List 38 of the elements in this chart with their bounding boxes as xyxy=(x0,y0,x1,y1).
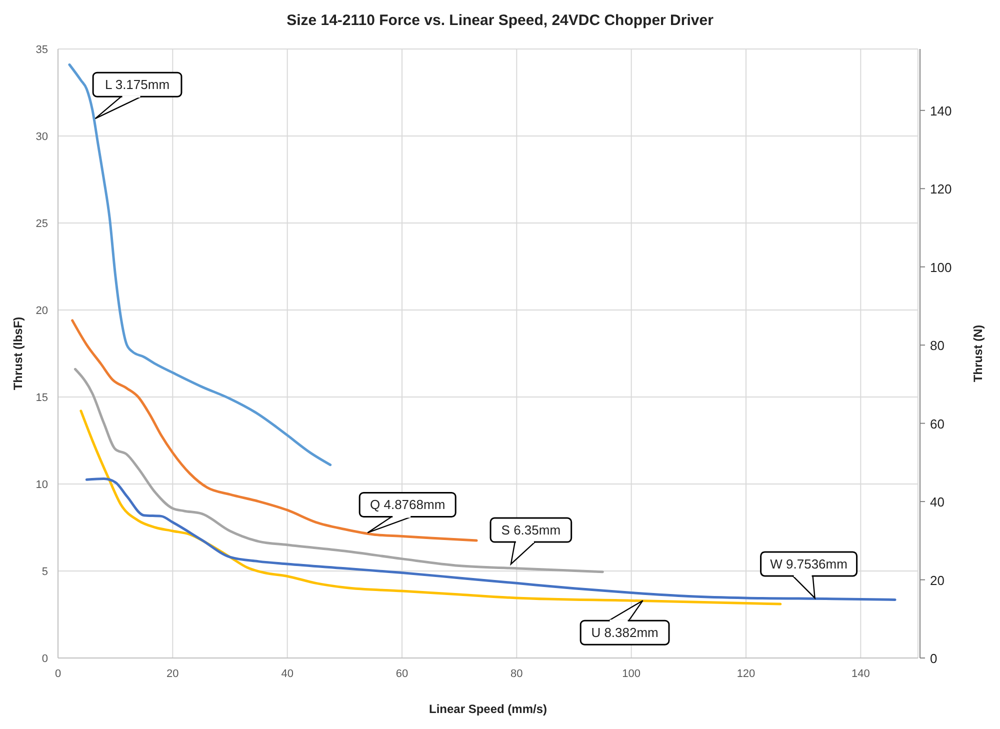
x-tick-label: 0 xyxy=(54,668,62,680)
x-tick-label: 100 xyxy=(622,668,641,680)
y2-tick-label: 100 xyxy=(930,260,952,275)
chart-title: Size 14-2110 Force vs. Linear Speed, 24VDC Chopper Driver xyxy=(286,12,714,29)
annotation: L 3.175mm xyxy=(104,77,170,92)
annotation: Q 4.8768mm xyxy=(370,497,446,512)
x-tick-label: 140 xyxy=(851,668,870,680)
y2-tick-label: 140 xyxy=(930,103,952,118)
annotation: W 9.7536mm xyxy=(770,556,848,572)
x-tick-label: 80 xyxy=(510,668,523,680)
y2-tick-label: 80 xyxy=(930,338,944,354)
y-tick-label: 20 xyxy=(36,305,48,317)
y2-tick-label: 0 xyxy=(930,651,938,666)
y-axis-title: Thrust (lbsF) xyxy=(11,316,25,390)
y-tick-label: 10 xyxy=(36,479,48,491)
y-tick-label: 35 xyxy=(36,44,48,56)
line-series xyxy=(80,410,782,606)
x-tick-label: 60 xyxy=(396,668,408,680)
y2-tick-label: 20 xyxy=(930,572,944,588)
line-series xyxy=(85,478,896,601)
y-tick-label: 15 xyxy=(36,392,48,404)
line-series xyxy=(71,319,478,542)
y2-tick-label: 40 xyxy=(930,494,944,510)
y2-axis-title: Thrust (N) xyxy=(971,324,985,382)
annotation: S 6.35mm xyxy=(501,522,561,538)
x-tick-label: 120 xyxy=(736,668,756,680)
y-tick-label: 5 xyxy=(42,566,48,578)
annotation: U 8.382mm xyxy=(591,625,658,640)
y-tick-label: 0 xyxy=(42,653,48,665)
line-series xyxy=(68,63,332,466)
x-tick-label: 40 xyxy=(281,668,294,680)
y-tick-label: 25 xyxy=(36,218,48,230)
y-tick-label: 30 xyxy=(36,131,48,143)
x-tick-label: 20 xyxy=(166,668,179,680)
x-axis-title: Linear Speed (mm/s) xyxy=(428,702,548,716)
line-series xyxy=(74,368,604,574)
y2-tick-label: 120 xyxy=(930,182,952,197)
y2-tick-label: 60 xyxy=(930,416,944,432)
